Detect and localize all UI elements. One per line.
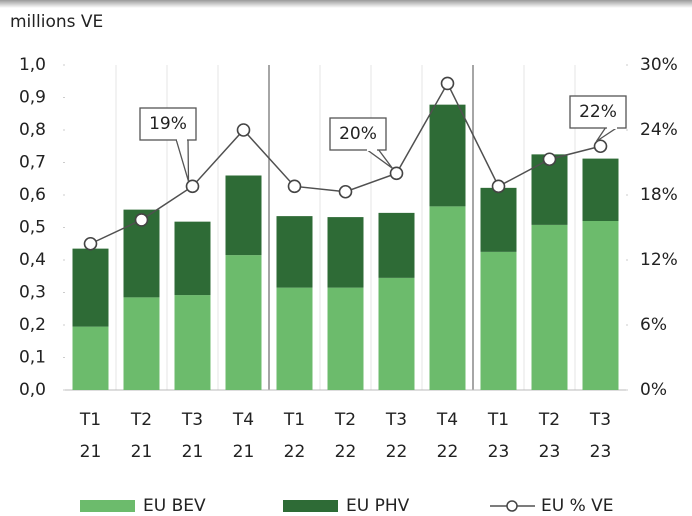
x-tick-label: T3: [589, 410, 611, 430]
axis-label: millions VE: [10, 12, 103, 32]
bar: [276, 287, 313, 390]
marker: [185, 179, 200, 194]
y2-tick-label: 24%: [640, 120, 678, 140]
x-tick-label: T1: [283, 410, 305, 430]
legend-label: EU PHV: [346, 496, 410, 516]
y-tick-label: 0,3: [19, 283, 46, 303]
y-tick-label: 0,2: [19, 315, 46, 335]
x-tick-label: 23: [539, 442, 561, 462]
legend-marker: [506, 500, 518, 512]
y2-tick-label: 30%: [640, 55, 678, 75]
legend-label: EU BEV: [143, 496, 206, 516]
y2-tick-label: 18%: [640, 185, 678, 205]
marker: [134, 213, 149, 227]
legend-swatch: [80, 500, 135, 512]
bar: [174, 221, 211, 296]
bar: [123, 297, 160, 390]
top-shadow: [0, 0, 692, 8]
y-tick-label: 0,7: [19, 153, 46, 173]
y-tick-label: 1,0: [19, 55, 46, 75]
bar: [378, 212, 415, 278]
x-tick-label: 22: [386, 442, 408, 462]
marker: [542, 152, 557, 167]
y-tick-label: 0,0: [19, 380, 46, 400]
bar: [72, 326, 109, 390]
marker: [440, 76, 455, 91]
x-tick-label: 22: [284, 442, 306, 462]
bar: [225, 255, 262, 390]
y2-tick-label: 0%: [640, 380, 667, 400]
y-tick-label: 0,8: [19, 120, 46, 140]
bar: [582, 158, 619, 221]
x-tick-label: T4: [232, 410, 254, 430]
x-tick-label: 23: [488, 442, 510, 462]
marker: [287, 179, 302, 194]
x-tick-label: 23: [590, 442, 612, 462]
bar: [225, 175, 262, 256]
bar: [531, 224, 568, 390]
x-tick-label: 21: [131, 442, 153, 462]
x-tick-label: T1: [79, 410, 101, 430]
bar: [480, 187, 517, 252]
callout-pointer: [364, 148, 394, 169]
x-tick-label: T2: [334, 410, 356, 430]
marker: [593, 139, 608, 154]
y-tick-label: 0,5: [19, 218, 46, 238]
legend-swatch: [283, 500, 338, 512]
x-tick-label: T2: [130, 410, 152, 430]
y-tick-label: 0,9: [19, 88, 46, 108]
callout-box: [329, 117, 387, 151]
y-tick-label: 0,4: [19, 250, 46, 270]
bar: [480, 251, 517, 390]
callout-box: [139, 107, 197, 141]
annotation: 20%: [339, 124, 377, 144]
x-tick-label: 21: [80, 442, 102, 462]
bar: [582, 221, 619, 390]
annotation: 22%: [579, 102, 617, 122]
x-tick-label: T3: [385, 410, 407, 430]
callout-pointer: [595, 126, 621, 142]
marker: [389, 166, 404, 181]
y2-tick-label: 6%: [640, 315, 667, 335]
bar: [429, 206, 466, 390]
bar: [378, 277, 415, 390]
bar: [327, 217, 364, 288]
x-tick-label: T1: [487, 410, 509, 430]
marker: [491, 179, 506, 194]
bar: [174, 295, 211, 390]
x-tick-label: T2: [538, 410, 560, 430]
bar: [72, 248, 109, 327]
marker: [236, 123, 251, 137]
x-tick-label: T4: [436, 410, 458, 430]
marker: [83, 236, 98, 251]
x-tick-label: T3: [181, 410, 203, 430]
x-tick-label: 22: [335, 442, 357, 462]
bar: [327, 287, 364, 390]
x-tick-label: 22: [437, 442, 459, 462]
x-tick-label: 21: [233, 442, 255, 462]
bar: [429, 104, 466, 207]
bar: [276, 216, 313, 288]
annotation: 19%: [149, 114, 187, 134]
callout-pointer: [175, 138, 190, 182]
y-tick-label: 0,6: [19, 185, 46, 205]
y2-tick-label: 12%: [640, 250, 678, 270]
marker: [338, 184, 353, 199]
callout-box: [569, 95, 627, 129]
y-tick-label: 0,1: [19, 348, 46, 368]
x-tick-label: 21: [182, 442, 204, 462]
legend-label: EU % VE: [541, 496, 614, 516]
